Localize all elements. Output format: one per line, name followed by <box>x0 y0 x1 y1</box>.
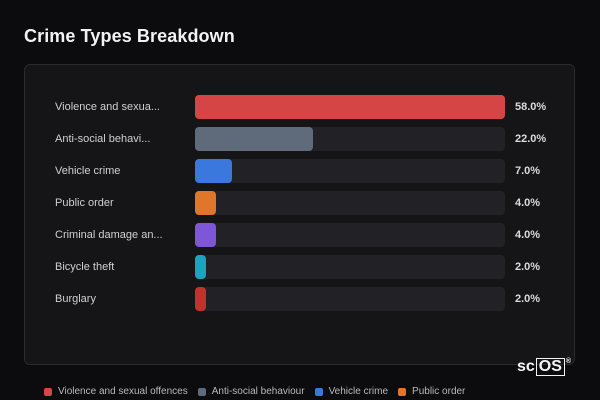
bar-value-label: 2.0% <box>515 293 541 305</box>
logo-boxed-text: OS <box>535 358 565 376</box>
bar-label: Vehicle crime <box>55 165 121 177</box>
legend-label: Violence and sexual offences <box>58 386 188 397</box>
bar-track <box>195 127 505 151</box>
bar-track <box>195 191 505 215</box>
bar <box>195 287 206 311</box>
bar-row: Criminal damage an... 4.0% <box>25 223 574 255</box>
bar <box>195 159 233 183</box>
bar-track <box>195 159 505 183</box>
bar-label: Burglary <box>55 293 96 305</box>
bar-row: Vehicle crime 7.0% <box>25 159 574 191</box>
bar <box>195 191 217 215</box>
bar-value-label: 4.0% <box>515 197 541 209</box>
legend-item: Anti-social behaviour <box>197 386 305 397</box>
legend-swatch <box>398 387 407 396</box>
chart-legend: Violence and sexual offences Anti-social … <box>44 386 465 397</box>
legend-label: Anti-social behaviour <box>211 386 305 397</box>
bar-label: Violence and sexua... <box>55 101 160 113</box>
bar-track <box>195 95 505 119</box>
bar-label: Bicycle theft <box>55 261 115 273</box>
legend-label: Public order <box>412 386 466 397</box>
bar-value-label: 7.0% <box>515 165 541 177</box>
bar-row: Bicycle theft 2.0% <box>25 255 574 287</box>
logo-prefix: sc <box>517 358 535 375</box>
legend-swatch <box>197 387 206 396</box>
chart-panel: Violence and sexua... 58.0% Anti-social be… <box>24 64 575 365</box>
bar-value-label: 2.0% <box>515 261 541 273</box>
bar-label: Criminal damage an... <box>55 229 163 241</box>
legend-swatch <box>314 387 323 396</box>
bar-rows: Violence and sexua... 58.0% Anti-social be… <box>25 95 574 319</box>
legend-label: Vehicle crime <box>328 386 389 397</box>
chart-title: Crime Types Breakdown <box>24 26 235 46</box>
bar-value-label: 4.0% <box>515 229 541 241</box>
bar-row: Public order 4.0% <box>25 191 574 223</box>
legend-item: Violence and sexual offences <box>44 386 188 397</box>
legend-item: Vehicle crime <box>314 386 389 397</box>
bar-track <box>195 255 505 279</box>
bar <box>195 127 313 151</box>
brand-logo: sc OS ® <box>517 358 571 376</box>
bar-value-label: 58.0% <box>515 101 547 113</box>
bar-label: Anti-social behavi... <box>55 133 151 145</box>
bar <box>195 95 505 119</box>
bar-value-label: 22.0% <box>515 133 547 145</box>
bar-label: Public order <box>55 197 114 209</box>
bar-track <box>195 223 505 247</box>
bar <box>195 223 217 247</box>
registered-mark: ® <box>565 358 572 365</box>
bar-row: Anti-social behavi... 22.0% <box>25 127 574 159</box>
bar-track <box>195 287 505 311</box>
bar-row: Burglary 2.0% <box>25 287 574 319</box>
bar-row: Violence and sexua... 58.0% <box>25 95 574 127</box>
legend-item: Public order <box>398 386 465 397</box>
bar <box>195 255 206 279</box>
legend-swatch <box>44 387 52 396</box>
